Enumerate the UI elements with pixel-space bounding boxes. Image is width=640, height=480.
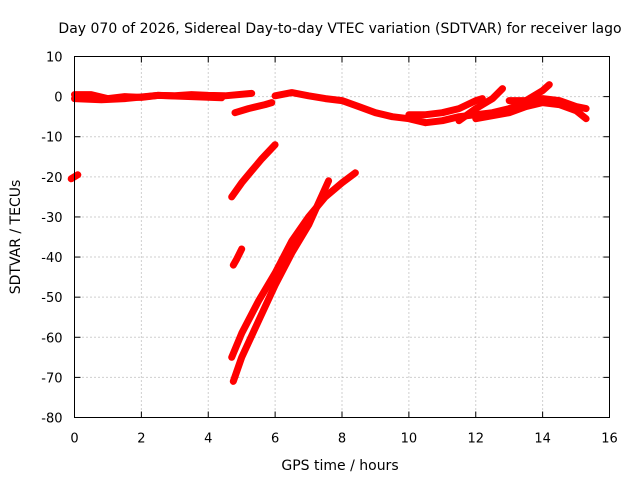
y-axis-label: SDTVAR / TECUs	[8, 180, 24, 295]
trace-arc-11	[228, 169, 359, 361]
x-tick-label: 8	[338, 432, 346, 447]
y-tick-label: -60	[41, 331, 62, 346]
y-tick-labels: 10 0 -10 -20 -30 -40 -50 -60 -70 -80	[41, 51, 62, 427]
trace-arc-6	[455, 85, 506, 125]
x-tick-label: 12	[467, 432, 484, 447]
y-tick-label: -10	[41, 131, 62, 146]
x-tick-label: 4	[204, 432, 212, 447]
x-tick-label: 2	[137, 432, 145, 447]
chart-title: Day 070 of 2026, Sidereal Day-to-day VTE…	[58, 21, 621, 37]
trace-arc-2	[71, 91, 226, 104]
trace-arc-8	[472, 99, 590, 123]
grid	[74, 56, 610, 418]
trace-arc-4	[271, 89, 590, 127]
trace-arc-5	[405, 95, 486, 119]
y-tick-label: -50	[41, 291, 62, 306]
y-tick-label: 10	[46, 51, 63, 66]
data-traces	[67, 81, 590, 385]
trace-arc-12	[229, 177, 333, 385]
x-tick-label: 10	[401, 432, 418, 447]
y-tick-label: -30	[41, 211, 62, 226]
y-tick-label: -80	[41, 412, 62, 427]
x-tick-label: 14	[534, 432, 551, 447]
y-tick-label: -40	[41, 251, 62, 266]
plot-frame	[74, 56, 610, 418]
trace-arc-9	[228, 141, 279, 201]
trace-arc-7	[505, 81, 553, 105]
trace-arc-3	[231, 99, 276, 117]
y-tick-label: 0	[54, 91, 62, 106]
y-tick-label: -20	[41, 171, 62, 186]
x-tick-label: 6	[271, 432, 279, 447]
y-tick-label: -70	[41, 371, 62, 386]
x-axis-label: GPS time / hours	[281, 458, 398, 474]
x-tick-labels: 0 2 4 6 8 10 12 14 16	[70, 432, 617, 447]
x-tick-label: 16	[601, 432, 618, 447]
x-tick-label: 0	[70, 432, 78, 447]
trace-arc-10	[229, 245, 246, 269]
